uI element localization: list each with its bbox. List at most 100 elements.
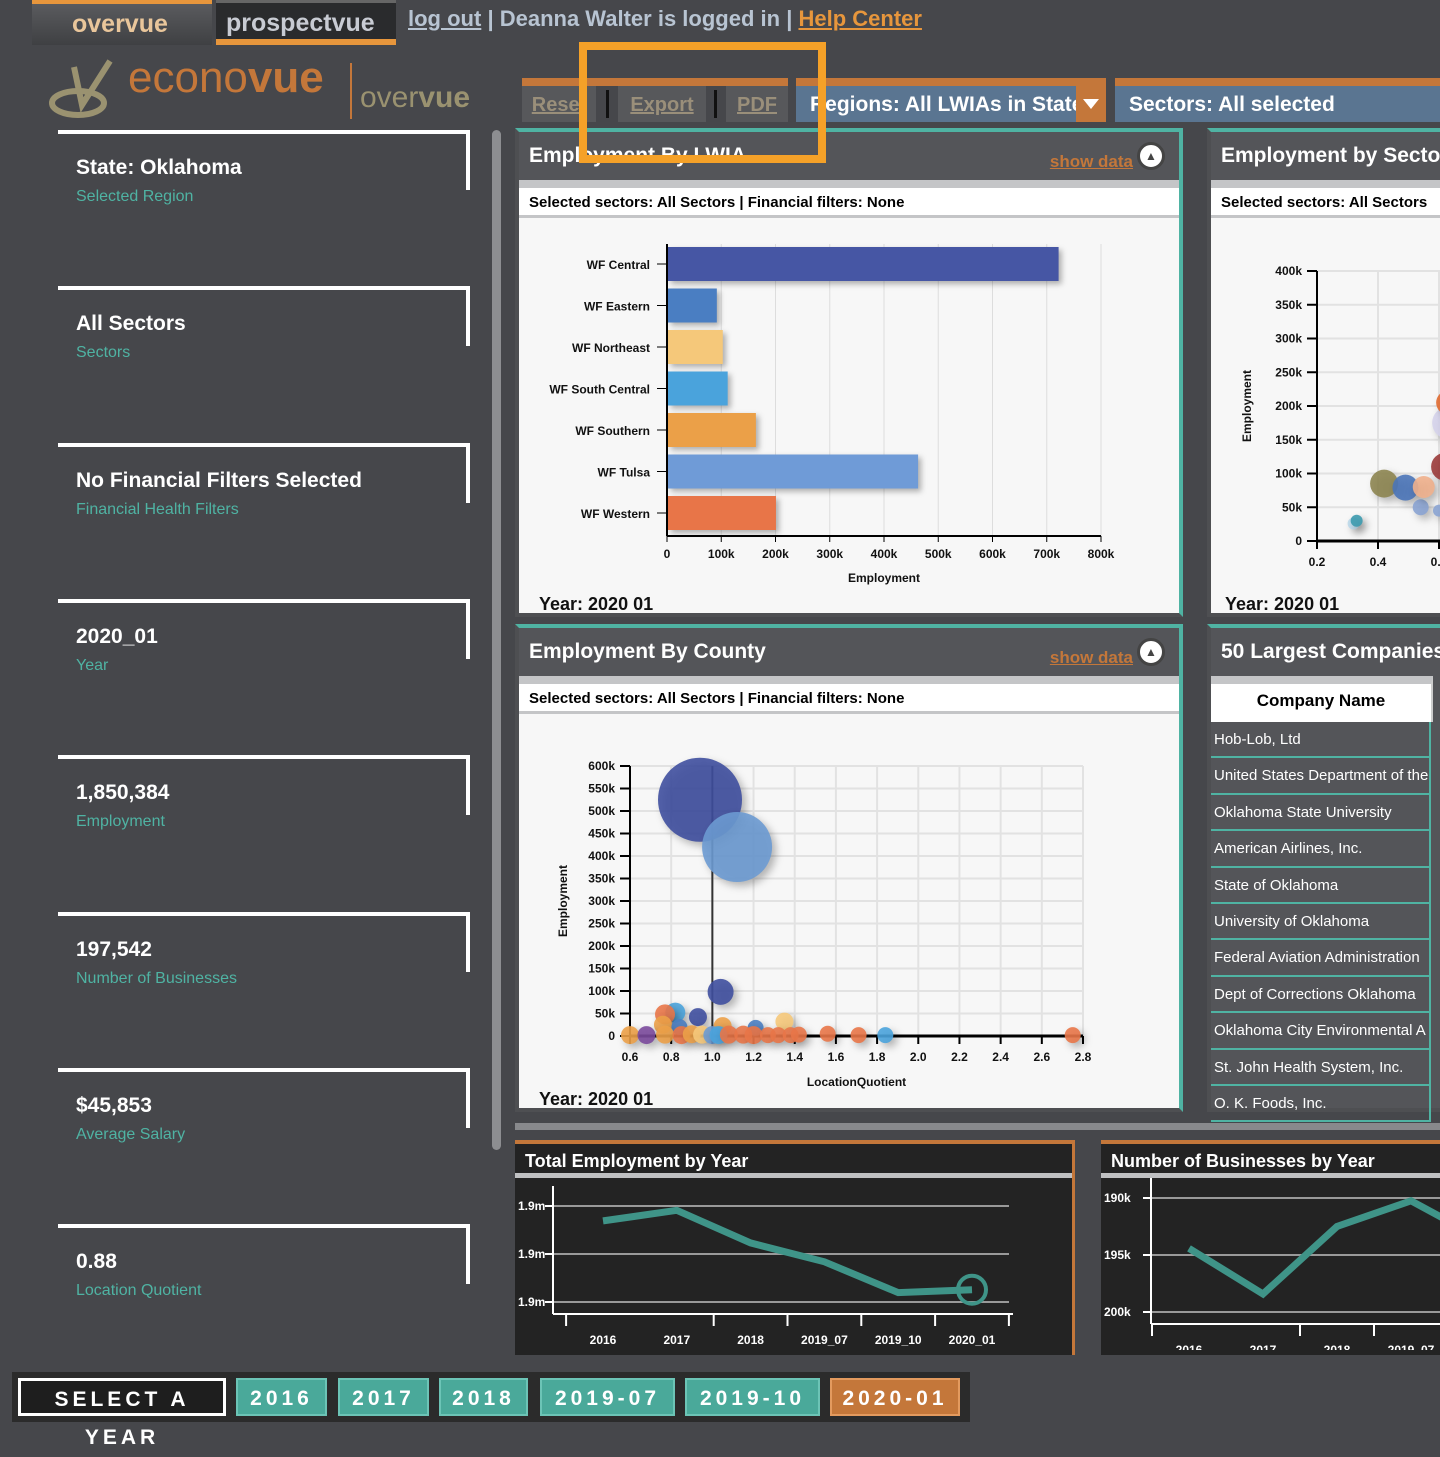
summary-card[interactable]: 1,850,384 Employment <box>58 755 470 830</box>
table-row[interactable]: American Airlines, Inc. <box>1211 831 1431 868</box>
y-axis-label: Employment <box>556 865 570 937</box>
tab-overvue[interactable]: overvue <box>32 0 212 45</box>
bubble <box>744 1026 763 1045</box>
bar-wf-western <box>668 496 776 530</box>
summary-card[interactable]: 2020_01 Year <box>58 598 470 674</box>
year-label: Year: 2020 01 <box>539 1089 654 1109</box>
bubble <box>775 1012 794 1031</box>
employment-by-county-panel: Employment By County show data ▲ Selecte… <box>515 624 1183 1112</box>
summary-card[interactable]: 197,542 Number of Businesses <box>58 911 470 987</box>
x-tick-label: 2019_10 <box>875 1333 922 1347</box>
summary-label: Number of Businesses <box>76 969 237 987</box>
collapse-icon[interactable]: ▲ <box>1137 638 1165 666</box>
category-label: WF Tulsa <box>598 466 651 480</box>
y-tick-label: 195k <box>1104 1248 1131 1262</box>
summary-card[interactable]: State: Oklahoma Selected Region <box>58 130 470 205</box>
summary-card[interactable]: All Sectors Sectors <box>58 286 470 361</box>
summary-card[interactable]: No Financial Filters Selected Financial H… <box>58 442 470 518</box>
bubble <box>770 1027 787 1044</box>
panel-title: Total Employment by Year <box>515 1144 1072 1178</box>
sectors-dropdown[interactable]: Sectors: All selected <box>1115 78 1440 122</box>
summary-value: $45,853 <box>76 1093 152 1117</box>
county-bubble-chart: 0 50k 100k 150k 200k 250k 300k 350k 400k 450k 500k… <box>556 757 1092 1089</box>
panel-subtitle: Selected sectors: All Sectors | Financia… <box>519 684 1179 714</box>
year-label: Year: 2020 01 <box>1225 594 1340 614</box>
select-year-label: SELECT A YEAR <box>18 1378 226 1449</box>
selected-point-marker <box>956 1273 988 1306</box>
bubble <box>877 1027 894 1044</box>
table-row[interactable]: Oklahoma State University <box>1211 794 1431 832</box>
x-tick-label: 700k <box>1033 547 1060 561</box>
y-tick-label: 100k <box>1275 467 1302 481</box>
x-tick-label: 2017 <box>663 1333 690 1347</box>
collapse-icon[interactable]: ▲ <box>1137 142 1165 170</box>
y-tick-label: 350k <box>1275 298 1302 312</box>
logo-product: over <box>360 81 419 114</box>
x-tick-label: 100k <box>708 547 735 561</box>
y-tick-label: 600k <box>588 759 615 773</box>
bubble <box>1433 504 1440 517</box>
column-header-company-name[interactable]: Company Name <box>1211 676 1433 722</box>
summary-value: State: Oklahoma <box>76 156 242 179</box>
bubble <box>1432 409 1440 437</box>
help-center-link[interactable]: Help Center <box>798 6 922 31</box>
y-tick-label: 200k <box>1104 1305 1131 1319</box>
table-row[interactable]: St. John Health System, Inc. <box>1211 1049 1431 1086</box>
scrollbar[interactable] <box>492 130 501 1150</box>
table-row[interactable]: Federal Aviation Administration <box>1211 940 1431 977</box>
table-row[interactable]: O. K. Foods, Inc. <box>1211 1085 1431 1123</box>
show-data-link[interactable]: show data <box>1049 648 1133 667</box>
year-button-2016[interactable]: 2016 <box>236 1378 327 1416</box>
bubble <box>702 812 773 882</box>
bubble <box>719 1025 738 1044</box>
separator: | <box>786 6 793 31</box>
logo-brand-bold: vue <box>247 53 324 102</box>
user-status: Deanna Walter is logged in <box>499 6 781 31</box>
divider <box>714 90 717 118</box>
y-tick-label: 400k <box>1275 264 1302 278</box>
panel-title: Employment by Sectors <box>1221 144 1440 167</box>
year-button-2018[interactable]: 2018 <box>439 1378 528 1416</box>
x-tick-label: 1.8 <box>869 1050 886 1064</box>
x-tick-label: 1.2 <box>745 1050 762 1064</box>
y-tick-label: 400k <box>588 849 615 863</box>
y-tick-label: 550k <box>588 782 615 796</box>
table-row[interactable]: Oklahoma City Environmental A <box>1211 1013 1431 1050</box>
regions-dropdown[interactable]: Regions: All LWIAs in State <box>796 78 1106 122</box>
table-row[interactable]: Hob-Lob, Ltd <box>1211 722 1431 759</box>
y-tick-label: 150k <box>1275 433 1302 447</box>
table-row[interactable]: United States Department of the <box>1211 758 1431 795</box>
logout-link[interactable]: log out <box>408 6 482 31</box>
year-label: Year: 2020 01 <box>539 594 654 614</box>
year-button-2019-07[interactable]: 2019-07 <box>540 1378 675 1416</box>
table-row[interactable]: University of Oklahoma <box>1211 903 1431 941</box>
x-tick-label: 2.4 <box>992 1050 1009 1064</box>
year-button-2020-01[interactable]: 2020-01 <box>830 1378 960 1416</box>
bubble <box>1392 474 1419 501</box>
lwia-bar-chart: 0 100k 200k 300k 400k 500k 600k 700k 800k Employm… <box>549 244 1115 585</box>
table-row[interactable]: State of Oklahoma <box>1211 867 1431 904</box>
pdf-button[interactable]: PDF <box>726 86 788 122</box>
panel-header: Employment By County show data ▲ <box>519 628 1179 676</box>
regions-label: Regions: All LWIAs in State <box>810 93 1084 116</box>
panel-subtitle: Selected sectors: All Sectors <box>1211 188 1440 218</box>
tab-prospectvue[interactable]: prospectvue <box>216 0 396 45</box>
x-tick-label: 500k <box>925 547 952 561</box>
summary-card[interactable]: 0.88 Location Quotient <box>58 1224 470 1299</box>
summary-value: 2020_01 <box>76 624 158 648</box>
table-row[interactable]: Dept of Corrections Oklahoma <box>1211 976 1431 1014</box>
year-button-2017[interactable]: 2017 <box>338 1378 429 1416</box>
summary-label: Average Salary <box>76 1125 186 1143</box>
bubble <box>850 1027 867 1044</box>
x-tick-label: 0.2 <box>1309 555 1326 569</box>
bubble <box>819 1025 836 1042</box>
y-axis-label: Employment <box>1240 370 1254 442</box>
year-button-2019-10[interactable]: 2019-10 <box>685 1378 820 1416</box>
x-tick-label: 2016 <box>1176 1343 1203 1350</box>
export-button[interactable]: Export <box>618 86 706 122</box>
show-data-link[interactable]: show data <box>1049 152 1133 171</box>
y-tick-label: 200k <box>588 939 615 953</box>
summary-card[interactable]: $45,853 Average Salary <box>58 1067 470 1143</box>
x-tick-label: 300k <box>816 547 843 561</box>
